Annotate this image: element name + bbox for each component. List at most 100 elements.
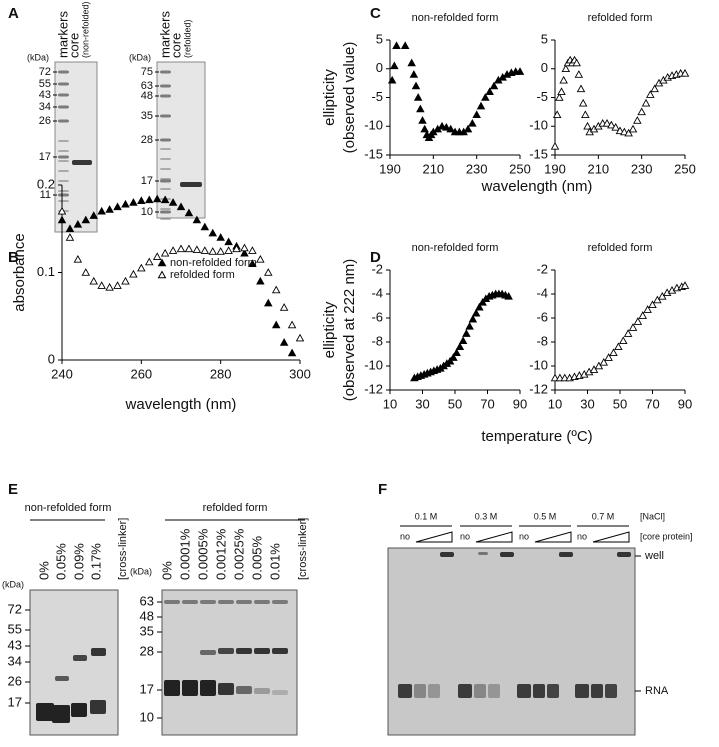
y-tick-label: -8 <box>371 333 383 348</box>
point <box>248 246 257 254</box>
point <box>680 281 690 289</box>
x-tick-label: 210 <box>587 161 609 176</box>
lane-label: core <box>66 33 81 58</box>
panel-letter: D <box>370 249 381 266</box>
gel-band <box>58 190 69 192</box>
gel-title: refolded form <box>203 502 268 514</box>
y-tick-label: -4 <box>371 285 383 300</box>
y-tick-label: 0 <box>376 60 383 75</box>
point <box>57 206 67 215</box>
point <box>240 243 249 252</box>
salt-axis-label: [NaCl] <box>640 511 665 521</box>
legend-label: refolded form <box>170 269 235 281</box>
point <box>515 67 525 75</box>
point <box>475 302 484 311</box>
x-tick-label: 190 <box>379 161 401 176</box>
gel-band <box>200 680 216 696</box>
gel-band <box>180 182 202 187</box>
point <box>390 61 399 70</box>
point <box>248 259 257 267</box>
y-tick-label: -2 <box>536 261 548 276</box>
point <box>168 198 178 206</box>
point <box>184 244 194 253</box>
x-tick-label: 240 <box>51 366 73 381</box>
y-axis-label: (observed value) <box>341 42 358 154</box>
point <box>137 263 146 272</box>
point <box>89 211 98 219</box>
marker-label: 17 <box>140 681 154 696</box>
x-tick-label: 250 <box>674 161 696 176</box>
point <box>637 107 646 116</box>
marker-label: 72 <box>39 66 51 78</box>
point <box>160 248 170 257</box>
point <box>232 244 241 253</box>
point <box>472 110 481 119</box>
gel-band <box>200 650 216 655</box>
marker-label: 34 <box>8 653 22 668</box>
y-tick-label: -10 <box>529 357 548 372</box>
y-axis-label: (observed at 222 nm) <box>341 259 358 402</box>
point <box>465 321 474 330</box>
lane-label: core <box>168 33 183 58</box>
point <box>105 282 114 291</box>
point <box>452 348 461 357</box>
gel-band <box>254 688 270 694</box>
point <box>485 87 494 96</box>
gel-band <box>58 140 69 142</box>
x-tick-label: 50 <box>448 396 462 411</box>
salt-label: 0.3 M <box>475 511 498 521</box>
marker-label: 48 <box>140 608 154 623</box>
point <box>160 195 170 204</box>
point <box>152 194 162 203</box>
point <box>224 237 233 246</box>
y-tick-label: 5 <box>541 31 548 46</box>
gel-band <box>254 648 270 654</box>
gel-band <box>478 552 488 555</box>
x-tick-label: 300 <box>289 366 311 381</box>
point <box>145 257 154 266</box>
gel-band <box>160 188 171 190</box>
gel-band <box>533 684 545 698</box>
gel-band <box>254 600 270 604</box>
gel <box>54 61 98 233</box>
gel-band <box>72 160 92 165</box>
point <box>561 64 571 73</box>
marker-label: 35 <box>141 110 153 122</box>
gel-band <box>58 193 69 197</box>
marker-label: 26 <box>8 673 22 688</box>
no-label: no <box>577 531 587 541</box>
x-tick-label: 90 <box>678 396 692 411</box>
point <box>609 348 618 357</box>
gel-band <box>58 180 69 182</box>
point <box>409 70 419 78</box>
marker-label: 34 <box>39 101 51 113</box>
y-axis-label: ellipticity <box>321 69 338 126</box>
point <box>200 246 210 254</box>
gel-band <box>236 600 252 604</box>
gel-band <box>218 600 234 604</box>
gel-band <box>58 105 69 109</box>
y-tick-label: -5 <box>536 89 548 104</box>
gel-band <box>160 70 171 74</box>
lane-label: 0.17% <box>88 543 103 580</box>
gel-band <box>458 684 472 698</box>
gel-band <box>160 84 171 88</box>
lane-label: 0.0005% <box>195 528 210 580</box>
gel-band <box>160 218 171 220</box>
x-tick-label: 190 <box>544 161 566 176</box>
point <box>489 81 499 90</box>
point <box>602 118 612 127</box>
x-tick-label: 210 <box>422 161 444 176</box>
gel-band <box>617 552 631 557</box>
marker-label: 17 <box>141 175 153 187</box>
well-label: well <box>644 550 664 562</box>
point <box>646 90 655 98</box>
gel-band <box>58 155 69 159</box>
point <box>200 222 210 231</box>
point <box>623 329 633 337</box>
gel-band <box>160 114 171 118</box>
point <box>129 269 138 278</box>
gel-band <box>200 600 216 604</box>
point <box>73 219 83 228</box>
